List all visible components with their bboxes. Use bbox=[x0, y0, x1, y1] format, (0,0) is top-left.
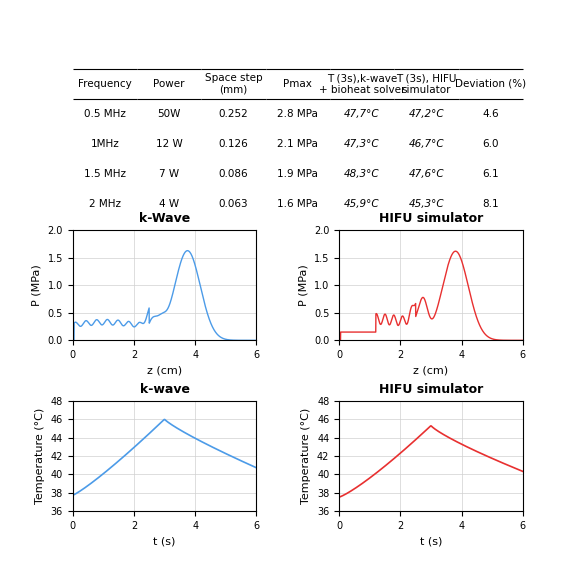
X-axis label: t (s): t (s) bbox=[153, 536, 175, 546]
Y-axis label: P (MPa): P (MPa) bbox=[299, 265, 309, 306]
Title: k-Wave: k-Wave bbox=[139, 212, 190, 225]
X-axis label: z (cm): z (cm) bbox=[414, 366, 449, 375]
Title: HIFU simulator: HIFU simulator bbox=[379, 212, 483, 225]
Title: k-wave: k-wave bbox=[139, 382, 189, 395]
Title: HIFU simulator: HIFU simulator bbox=[379, 382, 483, 395]
X-axis label: z (cm): z (cm) bbox=[147, 366, 182, 375]
Y-axis label: Temperature (°C): Temperature (°C) bbox=[302, 408, 311, 504]
Y-axis label: P (MPa): P (MPa) bbox=[32, 265, 42, 306]
X-axis label: t (s): t (s) bbox=[420, 536, 442, 546]
Y-axis label: Temperature (°C): Temperature (°C) bbox=[35, 408, 45, 504]
